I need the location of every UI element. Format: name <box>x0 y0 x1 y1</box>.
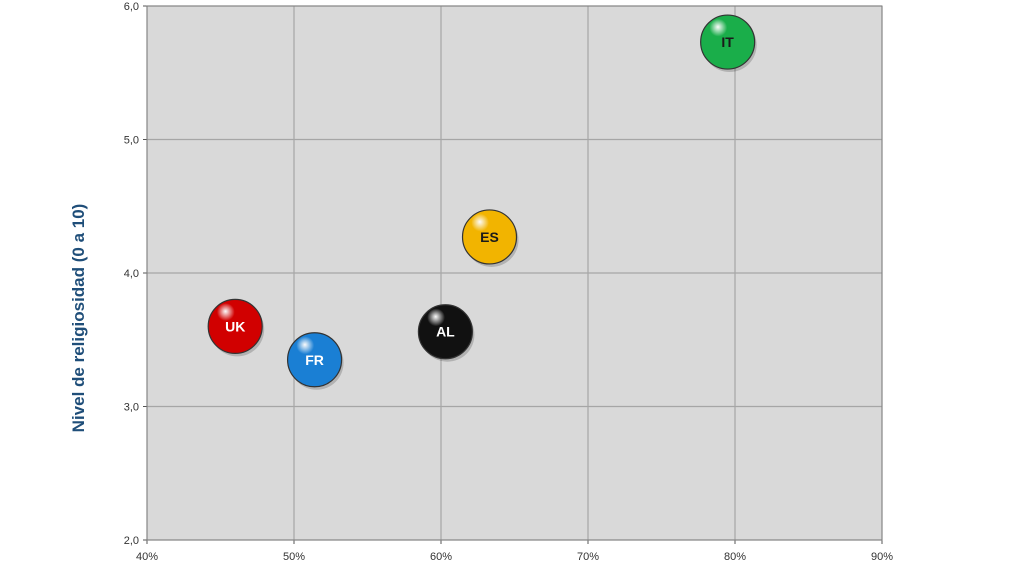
bubble-circle <box>417 304 474 360</box>
bubble-circle <box>700 14 756 70</box>
x-tick-label: 80% <box>724 551 746 563</box>
y-tick-label: 3,0 <box>124 402 139 414</box>
bubble-al: AL <box>417 304 475 362</box>
bubble-fr: FR <box>286 332 344 390</box>
data-points: UK FR AL ES IT <box>207 14 757 390</box>
x-tick-label: 40% <box>136 551 158 563</box>
bubble-circle <box>207 298 263 354</box>
bubble-it: IT <box>700 14 757 73</box>
grid-lines <box>143 5 883 544</box>
bubble-es: ES <box>461 209 519 267</box>
bubble-label: IT <box>721 34 734 50</box>
bubble-uk: UK <box>207 298 265 357</box>
x-tick-label: 70% <box>577 551 599 563</box>
bubble-label: ES <box>480 229 499 245</box>
x-tick-label: 90% <box>871 551 893 563</box>
y-tick-label: 5,0 <box>124 135 139 147</box>
bubble-label: UK <box>225 318 245 334</box>
plot-border <box>146 5 883 541</box>
x-tick-label: 50% <box>283 551 305 563</box>
bubble-circle <box>461 209 518 265</box>
y-tick-label: 2,0 <box>124 535 139 547</box>
bubble-circle <box>286 332 343 388</box>
bubble-label: AL <box>436 324 455 340</box>
tick-labels: 40% 50% 60% 70% 80% 90% 2,0 3,0 4,0 5,0 6,0 <box>124 1 894 563</box>
bubble-label: FR <box>305 352 324 368</box>
y-axis-title: Nivel de religiosidad (0 a 10) <box>69 204 88 433</box>
x-tick-label: 60% <box>430 551 452 563</box>
y-tick-label: 6,0 <box>124 1 139 13</box>
y-tick-label: 4,0 <box>124 268 139 280</box>
